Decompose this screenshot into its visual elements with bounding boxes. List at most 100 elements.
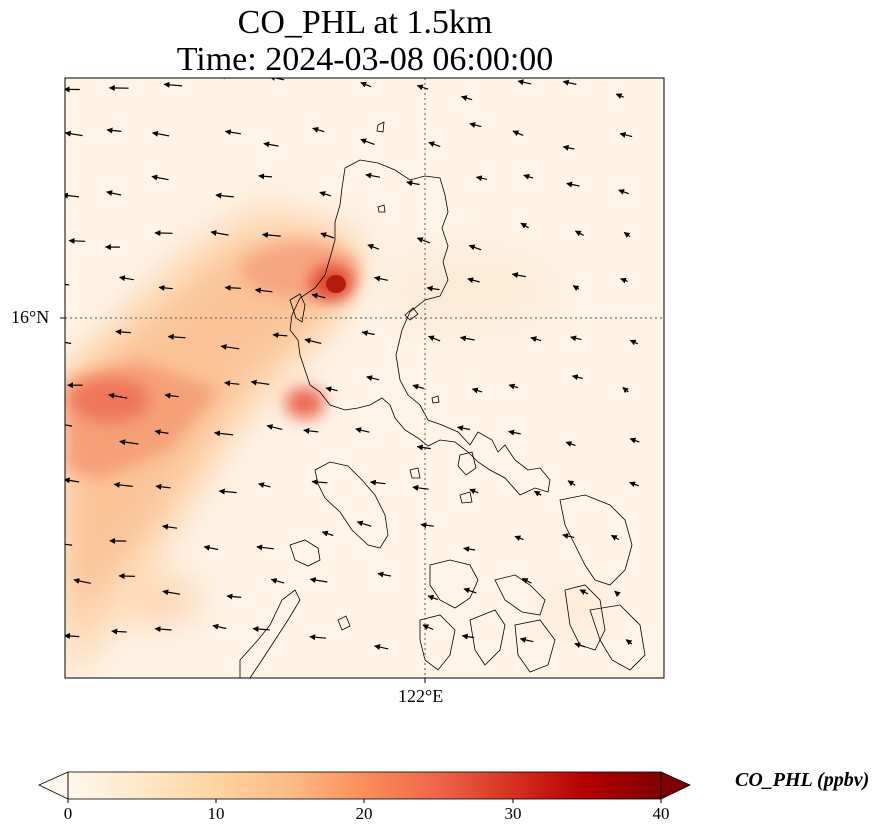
wind-arrow bbox=[309, 577, 328, 584]
wind-arrow bbox=[428, 335, 441, 342]
wind-arrow bbox=[469, 488, 479, 495]
wind-arrow bbox=[272, 332, 288, 339]
wind-arrow bbox=[461, 633, 475, 640]
wind-arrow bbox=[113, 481, 133, 488]
wind-arrow bbox=[406, 180, 420, 187]
wind-arrow bbox=[261, 231, 281, 238]
wind-arrow bbox=[162, 523, 178, 530]
wind-arrow bbox=[533, 490, 542, 497]
colorbar-extend-max bbox=[660, 771, 691, 800]
wind-arrow bbox=[508, 383, 519, 390]
colorbar-tick-40: 40 bbox=[652, 804, 670, 823]
graticule bbox=[65, 78, 664, 678]
wind-arrow bbox=[412, 383, 424, 390]
wind-arrow bbox=[163, 81, 183, 88]
wind-arrow bbox=[119, 275, 134, 282]
wind-arrow bbox=[623, 231, 631, 238]
wind-arrow bbox=[270, 578, 285, 584]
wind-arrow bbox=[65, 283, 70, 286]
wind-arrow bbox=[164, 392, 179, 399]
map-frame bbox=[64, 77, 665, 679]
wind-arrow bbox=[68, 237, 86, 244]
wind-arrow bbox=[65, 424, 73, 427]
wind-arrow bbox=[303, 427, 319, 434]
wind-arrow bbox=[215, 192, 234, 199]
wind-arrow bbox=[566, 181, 580, 188]
wind-arrow bbox=[355, 427, 370, 434]
wind-arrow bbox=[572, 285, 580, 292]
wind-arrow bbox=[108, 392, 128, 399]
wind-arrow bbox=[158, 284, 173, 291]
map-title-line1: CO_PHL at 1.5km bbox=[237, 4, 493, 41]
wind-arrow bbox=[562, 144, 575, 151]
wind-arrow bbox=[422, 624, 434, 631]
wind-arrow bbox=[428, 141, 441, 148]
wind-arrow bbox=[629, 437, 640, 444]
wind-arrow bbox=[625, 639, 633, 646]
wind-arrow bbox=[212, 623, 227, 630]
colorbar bbox=[38, 771, 691, 803]
colorbar-tick-10: 10 bbox=[207, 804, 225, 823]
wind-arrow bbox=[622, 386, 629, 394]
wind-arrow bbox=[256, 544, 274, 551]
wind-arrow bbox=[309, 634, 326, 641]
wind-arrow bbox=[266, 424, 283, 430]
wind-arrow bbox=[65, 543, 73, 546]
wind-arrow bbox=[203, 544, 219, 551]
wind-arrow bbox=[377, 571, 391, 578]
wind-arrow bbox=[463, 587, 477, 594]
wind-arrow bbox=[219, 78, 234, 80]
wind-arrow bbox=[521, 577, 532, 584]
wind-arrow bbox=[308, 72, 322, 77]
wind-arrow bbox=[151, 174, 169, 181]
wind-arrow bbox=[460, 95, 473, 101]
wind-arrow bbox=[574, 230, 584, 237]
wind-arrow bbox=[459, 335, 475, 342]
wind-arrow bbox=[412, 484, 429, 491]
wind-arrow bbox=[226, 593, 242, 600]
wind-arrow bbox=[162, 589, 181, 596]
wind-arrow bbox=[620, 277, 628, 284]
wind-arrow bbox=[263, 141, 279, 148]
lon-tick-label: 122°E bbox=[398, 686, 444, 706]
wind-arrow bbox=[154, 626, 172, 633]
wind-arrow bbox=[523, 173, 534, 180]
wind-arrow bbox=[570, 335, 582, 342]
wind-arrow bbox=[258, 482, 271, 489]
wind-arrow bbox=[360, 81, 372, 88]
wind-arrow bbox=[629, 339, 639, 346]
wind-arrow bbox=[512, 130, 524, 136]
colorbar-gradient bbox=[68, 772, 661, 799]
wind-arrow bbox=[65, 341, 72, 345]
wind-arrow bbox=[250, 379, 270, 386]
wind-arrow bbox=[463, 546, 476, 553]
wind-arrow bbox=[224, 129, 241, 136]
wind-arrow bbox=[579, 589, 589, 595]
wind-arrow bbox=[615, 93, 624, 99]
wind-arrow bbox=[416, 84, 429, 91]
colorbar-tick-20: 20 bbox=[355, 804, 373, 823]
wind-arrow bbox=[312, 126, 325, 133]
wind-arrow bbox=[562, 533, 575, 539]
wind-arrow bbox=[65, 632, 80, 639]
wind-arrow bbox=[374, 275, 389, 282]
wind-vectors bbox=[65, 72, 640, 650]
wind-arrow bbox=[320, 232, 335, 239]
wind-arrow bbox=[325, 386, 338, 393]
wind-arrow bbox=[361, 330, 375, 337]
wind-arrow bbox=[457, 425, 471, 432]
wind-arrow bbox=[319, 191, 332, 197]
wind-arrow bbox=[152, 130, 170, 137]
wind-arrow bbox=[73, 578, 91, 584]
wind-arrow bbox=[106, 127, 122, 134]
colorbar-label: CO_PHL (ppbv) bbox=[735, 769, 870, 791]
wind-arrow bbox=[111, 628, 127, 635]
wind-arrow bbox=[629, 481, 640, 488]
wind-arrow bbox=[106, 190, 122, 196]
wind-arrow bbox=[574, 642, 586, 649]
wind-arrow bbox=[254, 287, 273, 294]
wind-arrow bbox=[155, 483, 171, 490]
wind-arrow bbox=[365, 172, 381, 179]
wind-arrow bbox=[366, 375, 380, 381]
